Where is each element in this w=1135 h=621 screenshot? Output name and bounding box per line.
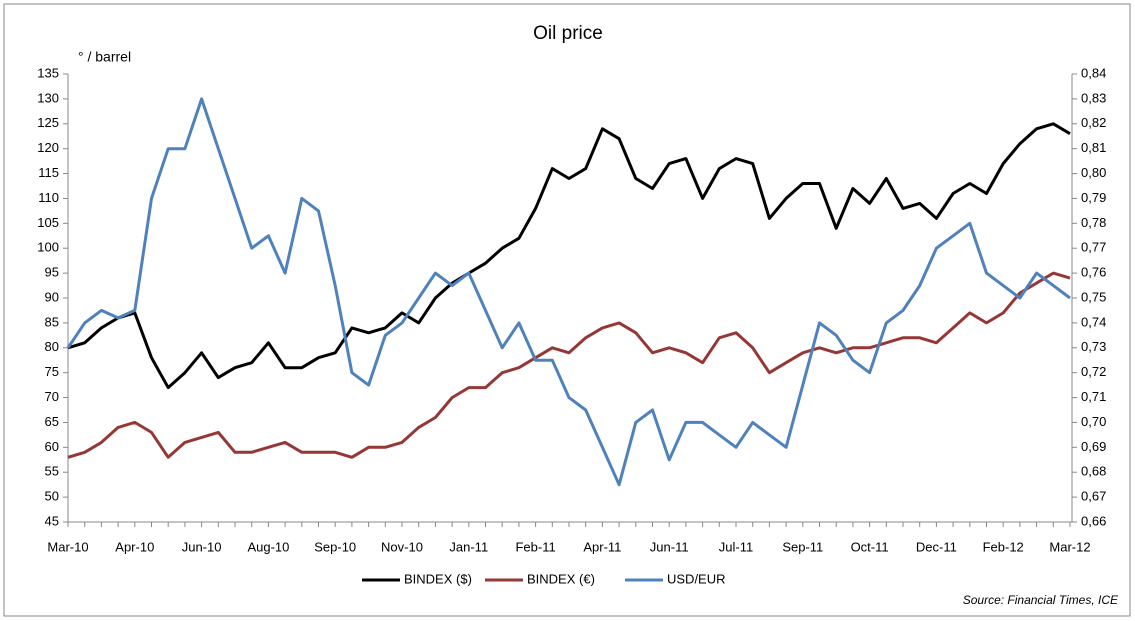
y-tick-label: 65 xyxy=(45,414,59,429)
legend-label: USD/EUR xyxy=(667,571,726,586)
y-tick-label: 45 xyxy=(45,513,59,528)
y2-tick-label: 0,71 xyxy=(1081,389,1106,404)
y-tick-label: 120 xyxy=(37,140,59,155)
y-tick-label: 95 xyxy=(45,265,59,280)
x-tick-label: Feb-12 xyxy=(983,539,1024,554)
y-tick-label: 70 xyxy=(45,389,59,404)
y-tick-label: 110 xyxy=(38,190,59,205)
legend-label: BINDEX (€) xyxy=(527,571,595,586)
source-note: Source: Financial Times, ICE xyxy=(963,593,1119,607)
y2-tick-label: 0,78 xyxy=(1081,215,1106,230)
y-tick-label: 75 xyxy=(45,364,59,379)
y-tick-label: 100 xyxy=(37,240,59,255)
x-tick-label: Mar-12 xyxy=(1049,539,1090,554)
y-tick-label: 130 xyxy=(37,90,59,105)
x-tick-label: Jan-11 xyxy=(449,539,488,554)
y2-tick-label: 0,82 xyxy=(1081,115,1106,130)
x-tick-label: Mar-10 xyxy=(47,539,88,554)
y-tick-label: 105 xyxy=(37,215,59,230)
y-axis-label: ° / barrel xyxy=(78,49,131,65)
y2-tick-label: 0,76 xyxy=(1081,265,1106,280)
y-tick-label: 55 xyxy=(45,464,59,479)
y-tick-label: 90 xyxy=(45,289,59,304)
x-tick-label: Aug-10 xyxy=(247,539,289,554)
x-tick-label: Jul-11 xyxy=(719,539,753,554)
chart-border xyxy=(3,3,1131,617)
y2-tick-label: 0,81 xyxy=(1081,140,1106,155)
y-tick-label: 80 xyxy=(45,339,59,354)
y2-tick-label: 0,77 xyxy=(1081,240,1106,255)
x-tick-label: Apr-10 xyxy=(115,539,154,554)
x-tick-label: Jun-11 xyxy=(650,539,689,554)
y2-tick-label: 0,72 xyxy=(1081,364,1106,379)
y2-tick-label: 0,70 xyxy=(1081,414,1106,429)
y2-tick-label: 0,66 xyxy=(1081,513,1106,528)
y2-tick-label: 0,67 xyxy=(1081,489,1106,504)
series-line xyxy=(66,97,1071,487)
x-tick-label: Sep-11 xyxy=(782,539,823,554)
y-tick-label: 85 xyxy=(45,314,59,329)
y-tick-label: 60 xyxy=(45,439,59,454)
x-tick-label: Jun-10 xyxy=(182,539,222,554)
series-line xyxy=(67,271,1071,459)
y2-tick-label: 0,79 xyxy=(1081,190,1106,205)
x-tick-label: Nov-10 xyxy=(381,539,423,554)
y2-tick-label: 0,73 xyxy=(1081,339,1106,354)
x-tick-label: Feb-11 xyxy=(515,539,555,554)
x-tick-label: Apr-11 xyxy=(583,539,621,554)
x-tick-label: Dec-11 xyxy=(916,539,957,554)
y2-tick-label: 0,84 xyxy=(1081,65,1106,80)
legend-label: BINDEX ($) xyxy=(404,571,472,586)
series-line xyxy=(67,122,1071,390)
x-tick-label: Oct-11 xyxy=(851,539,889,554)
y2-tick-label: 0,83 xyxy=(1081,90,1106,105)
y-tick-label: 125 xyxy=(37,115,59,130)
chart-title: Oil price xyxy=(533,23,603,44)
x-tick-label: Sep-10 xyxy=(314,539,356,554)
y-tick-label: 115 xyxy=(38,165,59,180)
y2-tick-label: 0,75 xyxy=(1081,289,1106,304)
y2-tick-label: 0,69 xyxy=(1081,439,1106,454)
y2-tick-label: 0,68 xyxy=(1081,464,1106,479)
y2-tick-label: 0,80 xyxy=(1081,165,1106,180)
y-tick-label: 135 xyxy=(37,65,59,80)
y2-tick-label: 0,74 xyxy=(1081,314,1106,329)
y-tick-label: 50 xyxy=(45,489,59,504)
